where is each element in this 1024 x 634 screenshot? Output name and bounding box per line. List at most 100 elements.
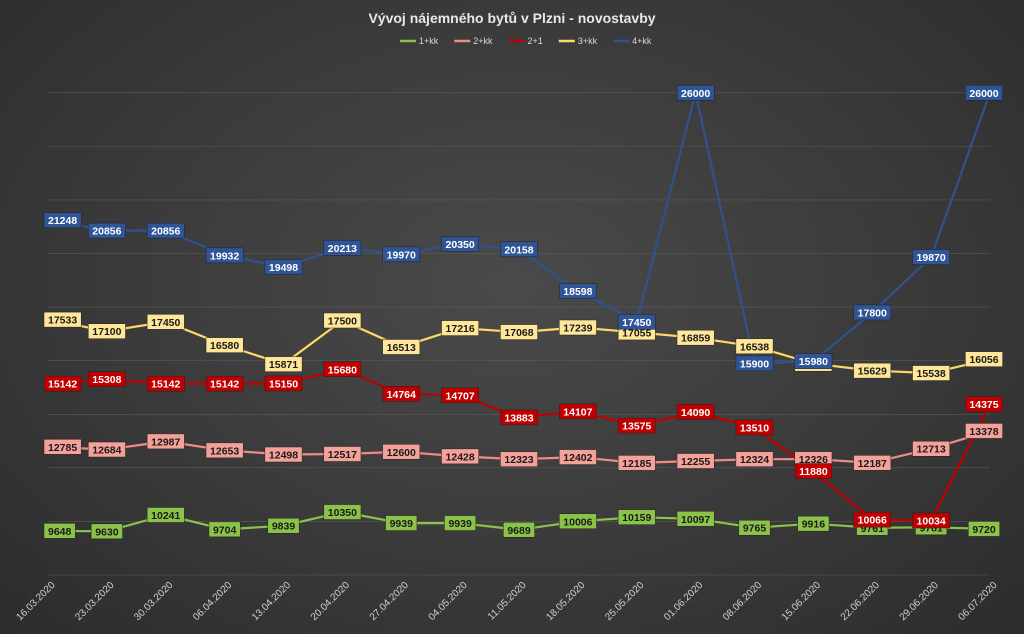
data-label-box	[912, 440, 950, 457]
data-label: 20158	[500, 241, 538, 258]
x-tick-label: 20.04.2020	[309, 580, 352, 623]
data-label: 12713	[912, 440, 950, 457]
data-label-box	[735, 338, 774, 355]
data-label-box	[88, 441, 126, 458]
legend-item: 2+kk	[454, 36, 493, 46]
x-tick-label: 11.05.2020	[486, 580, 529, 623]
data-label-text: 15142	[210, 379, 239, 391]
data-label: 9765	[738, 519, 771, 536]
data-label-box	[617, 509, 656, 525]
data-label-text: 17055	[622, 327, 651, 339]
data-label: 20350	[441, 236, 479, 252]
data-label-text: 19498	[269, 262, 298, 274]
data-label: 13378	[965, 423, 1003, 439]
data-label: 9720	[968, 521, 1000, 537]
data-label-box	[965, 351, 1003, 367]
data-label-box	[500, 451, 538, 467]
data-label: 19970	[382, 246, 421, 263]
data-label-box	[559, 449, 597, 465]
data-label-text: 14707	[446, 390, 475, 402]
data-label-box	[382, 444, 421, 460]
data-label: 9630	[90, 523, 123, 540]
data-label-box	[794, 353, 833, 369]
data-label-text: 9720	[972, 524, 996, 536]
data-label: 9689	[503, 522, 535, 538]
data-label-text: 15980	[799, 356, 828, 368]
data-label-text: 10006	[563, 516, 592, 528]
x-tick-label: 23.03.2020	[73, 580, 116, 623]
data-label-text: 12185	[622, 458, 651, 470]
data-label-box	[559, 283, 597, 299]
data-label-box	[965, 396, 1003, 412]
data-label-box	[205, 337, 244, 353]
data-label-text: 15150	[269, 378, 298, 390]
data-label-text: 12323	[504, 454, 533, 466]
data-label-text: 20213	[328, 243, 357, 255]
data-label-box	[88, 323, 126, 339]
data-label: 10066	[853, 511, 892, 528]
data-label-box	[146, 314, 185, 330]
data-label-box	[323, 504, 362, 520]
series-line-4-kk	[47, 91, 992, 365]
legend-label: 4+kk	[632, 36, 652, 46]
data-label-box	[968, 521, 1000, 537]
x-tick-label: 04.05.2020	[427, 580, 470, 623]
data-label-box	[43, 523, 76, 539]
data-label-box	[43, 375, 82, 392]
data-label-box	[90, 523, 123, 540]
data-label-text: 17216	[446, 323, 475, 335]
data-label: 12517	[323, 446, 362, 462]
data-label-text: 26000	[969, 88, 998, 100]
gridlines	[48, 92, 990, 576]
data-label: 10097	[676, 511, 715, 527]
data-label-text: 15900	[740, 358, 769, 370]
data-label-text: 17239	[563, 322, 592, 334]
data-label: 20856	[146, 222, 185, 239]
data-label: 16056	[965, 351, 1003, 367]
data-label-text: 12785	[48, 442, 77, 454]
data-label: 17800	[853, 304, 892, 321]
data-label-text: 10350	[328, 507, 357, 519]
legend-item: 1+kk	[400, 36, 439, 46]
data-label-box	[965, 423, 1003, 439]
data-label: 16580	[205, 337, 244, 353]
data-label-box	[853, 511, 892, 528]
data-label-text: 12684	[92, 445, 121, 457]
data-label-text: 13378	[969, 426, 998, 438]
data-label: 15142	[205, 375, 244, 392]
data-label: 19932	[205, 247, 244, 264]
data-label-text: 10034	[917, 516, 946, 528]
legend: 1+kk 2+kk 2+1 3+kk 4+kk	[400, 36, 652, 46]
data-label-box	[500, 409, 538, 426]
data-label: 17533	[43, 311, 82, 328]
data-label-box	[88, 222, 126, 239]
x-tick-label: 16.03.2020	[14, 580, 57, 623]
data-label: 16859	[676, 329, 715, 346]
data-label-box	[88, 371, 126, 387]
data-label-text: 19932	[210, 250, 239, 262]
data-label-box	[853, 362, 892, 379]
data-label-text: 13575	[622, 421, 651, 433]
data-label: 15871	[264, 356, 303, 372]
data-label-text: 12255	[681, 456, 710, 468]
data-label-box	[43, 311, 82, 328]
data-label-box	[323, 446, 362, 462]
data-label-box	[146, 507, 185, 523]
data-label-box	[264, 446, 303, 463]
data-label-box	[382, 339, 421, 355]
x-axis-tick-labels: 16.03.2020 23.03.2020 30.03.2020 06.04.2020…	[14, 580, 999, 623]
data-label: 9916	[797, 515, 830, 532]
data-label-text: 16538	[740, 341, 769, 353]
data-label-text: 9648	[48, 526, 72, 538]
data-label-box	[264, 259, 303, 275]
x-tick-label: 30.03.2020	[132, 580, 175, 623]
data-label: 17239	[559, 319, 597, 336]
data-label: 15142	[146, 375, 185, 392]
data-label-text: 16056	[969, 354, 998, 366]
data-label-text: 9689	[507, 525, 531, 537]
legend-item: 4+kk	[613, 36, 652, 46]
data-label: 12187	[853, 455, 892, 471]
data-label-text: 12600	[387, 447, 416, 459]
data-label-text: 15680	[328, 364, 357, 376]
